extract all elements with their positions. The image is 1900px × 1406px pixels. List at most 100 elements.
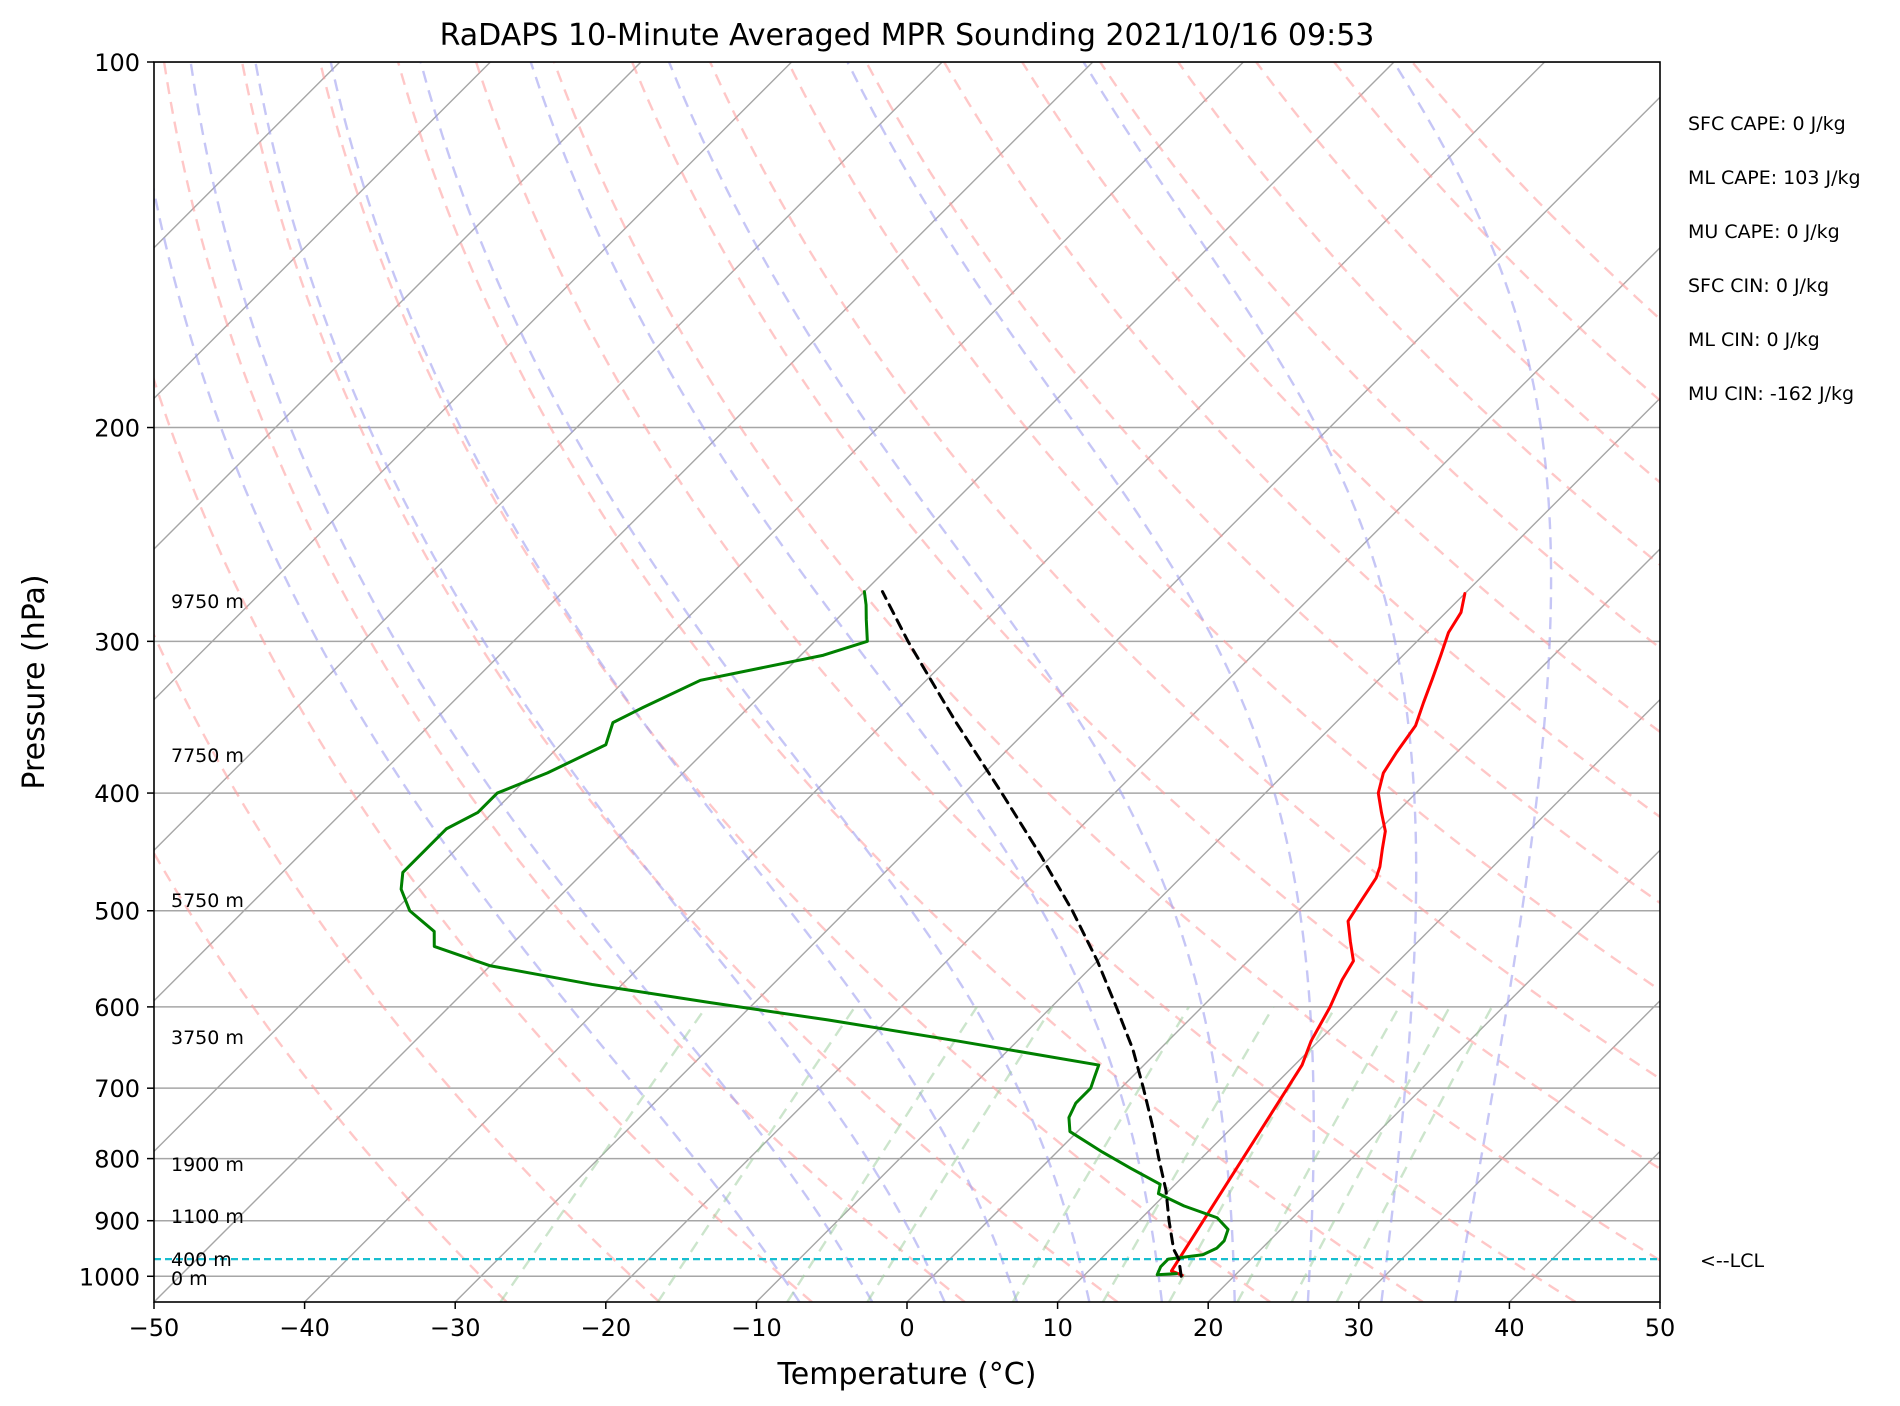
- isotherm-line: [1057, 698, 1660, 1302]
- isotherm-line: [755, 397, 1660, 1302]
- dry-adiabat-line: [154, 376, 813, 1302]
- dry-adiabat-line: [1099, 62, 1660, 650]
- y-tick-label: 500: [94, 898, 140, 926]
- moist-adiabat-line: [189, 62, 874, 1302]
- y-axis-title: Pressure (hPa): [17, 574, 52, 789]
- moist-adiabat-line: [846, 62, 1315, 1302]
- dry-adiabat-line: [154, 850, 508, 1302]
- chart-title: RaDAPS 10-Minute Averaged MPR Sounding 2…: [440, 18, 1375, 53]
- isotherm-line: [605, 246, 1660, 1302]
- moist-adiabat-line: [419, 62, 1091, 1302]
- parcel-trace: [880, 590, 1183, 1278]
- y-tick-label: 700: [94, 1075, 140, 1103]
- dry-adiabat-line: [709, 62, 1660, 1081]
- x-tick-label: −40: [279, 1314, 330, 1342]
- mixing-ratio-line: [1101, 1006, 1275, 1302]
- height-label: 3750 m: [171, 1027, 244, 1049]
- moist-adiabat-line: [667, 62, 1236, 1302]
- sounding-traces: [154, 590, 1660, 1278]
- height-label: 9750 m: [171, 591, 244, 613]
- isotherm-line: [1659, 1301, 1660, 1302]
- annotations: 9750 m 7750 m 5750 m 3750 m 1900 m 1100 m 400 …: [171, 113, 1861, 1290]
- mixing-ratio-line: [786, 1006, 978, 1302]
- x-tick-label: −50: [129, 1314, 180, 1342]
- x-tick-label: −20: [580, 1314, 631, 1342]
- moist-adiabat-line: [154, 185, 801, 1302]
- dry-adiabat-line: [162, 62, 966, 1302]
- x-tick-label: 50: [1645, 1314, 1676, 1342]
- isotherm-line: [154, 62, 943, 852]
- dry-adiabat-line: [1021, 62, 1660, 734]
- x-tick-label: −10: [731, 1314, 782, 1342]
- x-tick-label: 40: [1494, 1314, 1525, 1342]
- isotherm-line: [154, 62, 642, 550]
- isotherm-line: [154, 62, 1244, 1153]
- dry-adiabat-line: [552, 62, 1660, 1262]
- moist-adiabat-line: [254, 62, 946, 1302]
- isotherm-line: [454, 96, 1660, 1302]
- dewpoint-trace: [399, 590, 1230, 1277]
- isotherm-line: [154, 62, 1094, 1002]
- x-tick-label: 0: [899, 1314, 914, 1342]
- y-tick-label: 1000: [79, 1263, 140, 1291]
- temperature-trace: [1169, 592, 1467, 1277]
- moist-adiabat-line: [329, 62, 1019, 1302]
- isotherm-line: [154, 62, 793, 701]
- index-label: MU CAPE: 0 J/kg: [1688, 221, 1840, 243]
- mixing-ratio-line: [656, 1006, 856, 1302]
- mixing-ratio-line: [1236, 1006, 1401, 1302]
- moist-adiabat-line: [1392, 62, 1553, 1302]
- y-tick-label: 600: [94, 994, 140, 1022]
- dry-adiabat-line: [474, 62, 1577, 1302]
- dry-adiabat-line: [1177, 62, 1660, 567]
- height-label: 1100 m: [171, 1206, 244, 1228]
- dry-adiabat-line: [240, 62, 1119, 1302]
- lcl-label: <--LCL: [1700, 1250, 1764, 1272]
- y-tick-label: 200: [94, 415, 140, 443]
- y-tick-label: 300: [94, 628, 140, 656]
- isotherm-line: [906, 548, 1660, 1302]
- y-tick-label: 400: [94, 780, 140, 808]
- isotherm-line: [1508, 1150, 1660, 1302]
- y-tick-label: 800: [94, 1146, 140, 1174]
- dry-adiabat-line: [787, 62, 1660, 992]
- dry-adiabat-line: [1411, 62, 1660, 321]
- moist-adiabat-line: [1082, 62, 1418, 1302]
- mixing-ratio-line: [866, 1006, 1054, 1302]
- height-label: 5750 m: [171, 890, 244, 912]
- height-label: 400 m: [171, 1249, 232, 1271]
- isotherm-line: [1207, 849, 1660, 1302]
- height-label: 0 m: [171, 1268, 208, 1290]
- x-axis-title: Temperature (°C): [777, 1357, 1037, 1392]
- height-label: 7750 m: [171, 745, 244, 767]
- mixing-ratio-line: [1335, 1006, 1493, 1302]
- x-tick-label: 10: [1042, 1314, 1073, 1342]
- index-label: ML CIN: 0 J/kg: [1688, 329, 1820, 351]
- isotherm-line: [154, 62, 491, 400]
- height-label: 1900 m: [171, 1154, 244, 1176]
- mixing-ratio-line: [1011, 1006, 1190, 1302]
- isotherm-line: [154, 62, 1395, 1302]
- y-tick-label: 100: [94, 49, 140, 77]
- index-label: ML CAPE: 103 J/kg: [1688, 167, 1861, 189]
- isotherm-line: [1358, 999, 1660, 1302]
- index-label: SFC CIN: 0 J/kg: [1688, 275, 1829, 297]
- dry-adiabat-line: [154, 632, 661, 1302]
- mixing-ratio-line: [1168, 1006, 1337, 1302]
- dry-adiabat-line: [1333, 62, 1660, 403]
- index-label: MU CIN: -162 J/kg: [1688, 383, 1854, 405]
- isotherm-line: [304, 62, 1546, 1302]
- dry-adiabat-line: [631, 62, 1660, 1171]
- dry-adiabat-line: [396, 62, 1424, 1302]
- x-tick-label: −30: [430, 1314, 481, 1342]
- dry-adiabat-line: [1255, 62, 1660, 484]
- y-tick-label: 900: [94, 1208, 140, 1236]
- x-tick-label: 30: [1344, 1314, 1375, 1342]
- mixing-ratio-line: [1290, 1006, 1451, 1302]
- x-tick-label: 20: [1193, 1314, 1224, 1342]
- dry-adiabat-line: [865, 62, 1660, 905]
- moist-adiabat-line: [529, 62, 1164, 1302]
- index-label: SFC CAPE: 0 J/kg: [1688, 113, 1846, 135]
